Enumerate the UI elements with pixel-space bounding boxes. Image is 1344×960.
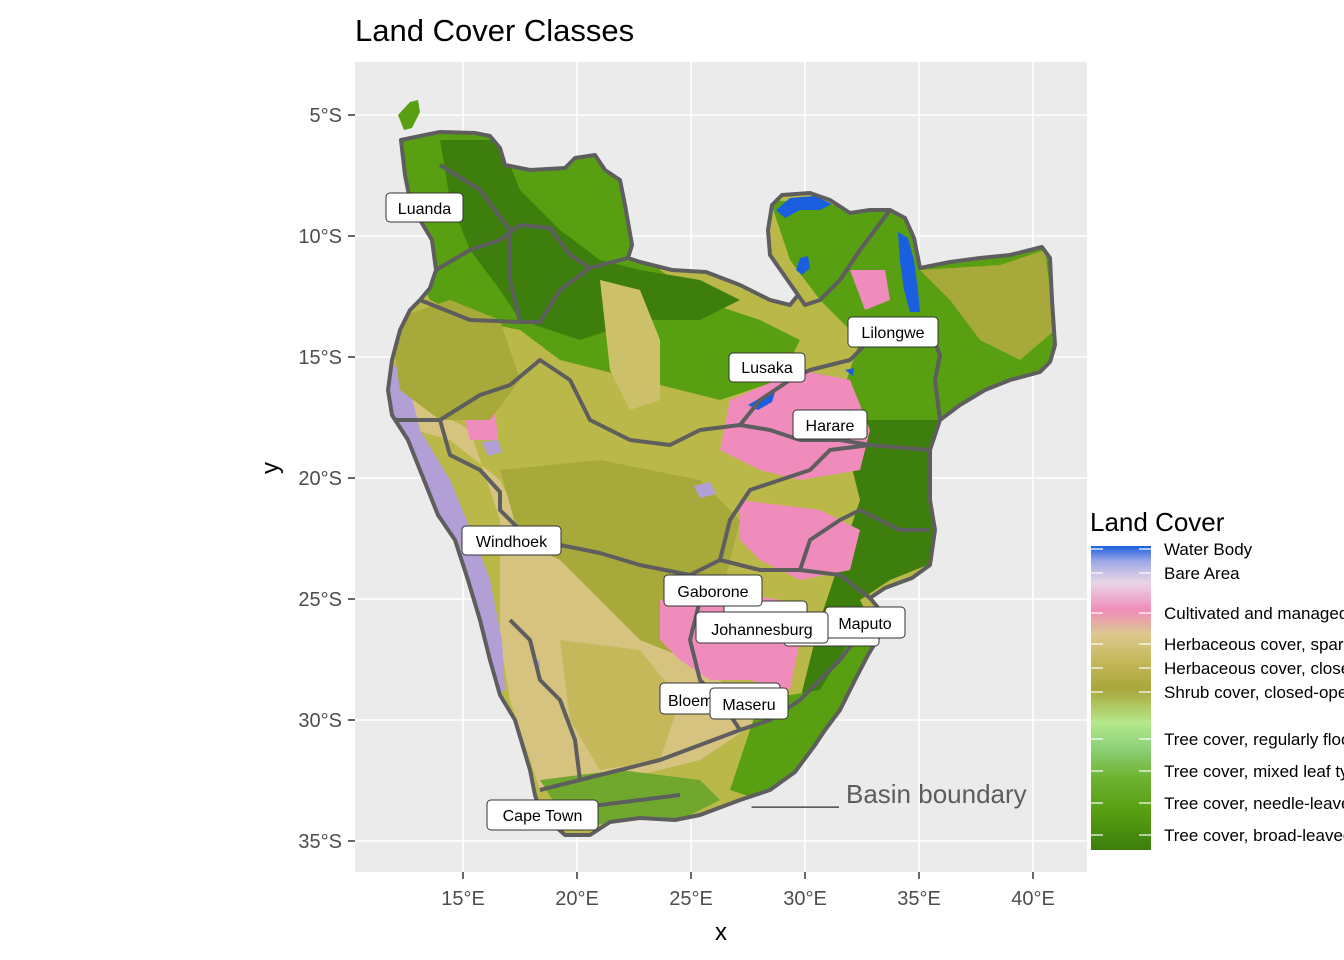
basin-boundary-save <box>798 508 930 571</box>
legend: Land Cover Water Body Bare Area Cultivat… <box>1090 507 1344 850</box>
axis-ticks <box>348 114 1034 879</box>
basin-boundary-orange <box>539 609 872 792</box>
svg-text:Maseru: Maseru <box>722 697 775 714</box>
map-title: Land Cover Classes <box>355 13 634 48</box>
legend-label: Water Body <box>1164 540 1253 559</box>
region-sparse-zambia <box>600 280 660 410</box>
basin-boundary-kunene <box>395 418 872 600</box>
legend-label: Bare Area <box>1164 564 1240 583</box>
lake-malawi <box>898 232 920 312</box>
city-label-cape-town: Cape Town <box>486 799 599 831</box>
svg-text:Windhoek: Windhoek <box>476 534 548 551</box>
city-label-lilongwe: Lilongwe <box>847 316 939 348</box>
city-label-luanda: Luanda <box>385 192 464 223</box>
region-cultivated-malawi <box>850 270 890 310</box>
lake-mweru <box>796 256 810 275</box>
x-tick-label: 30°E <box>783 888 827 910</box>
outer-basin-boundary <box>386 130 1057 837</box>
region-northeast-shrub <box>920 250 1055 360</box>
legend-label: Herbaceous cover, closed-open <box>1164 659 1344 678</box>
svg-text:Lilongwe: Lilongwe <box>861 325 924 342</box>
x-tick-label: 35°E <box>897 888 941 910</box>
city-label-harare: Harare <box>792 409 868 440</box>
legend-title: Land Cover <box>1090 507 1225 537</box>
svg-text:Cape Town: Cape Town <box>503 808 583 825</box>
basin-boundary-orange-inner <box>508 618 582 781</box>
svg-text:Bloemfontein: Bloemfontein <box>668 693 761 710</box>
svg-text:Johannesburg: Johannesburg <box>711 622 812 639</box>
lake-tanganyika <box>776 196 832 218</box>
legend-label: Cultivated and managed <box>1164 604 1344 623</box>
city-label-windhoek: Windhoek <box>461 525 562 556</box>
svg-text:Lusaka: Lusaka <box>741 360 793 377</box>
x-tick-label: 15°E <box>441 888 485 910</box>
x-axis-title: x <box>715 919 727 946</box>
svg-text:Maputo: Maputo <box>838 616 891 633</box>
city-labels: Luanda Lilongwe Lusaka Harare Windhoek M… <box>385 192 939 831</box>
basin-boundary-malawi <box>796 208 892 307</box>
x-tick-labels: 15°E 20°E 25°E 30°E 35°E 40°E <box>441 888 1055 910</box>
basin-boundary-angola-north <box>438 163 592 324</box>
svg-text:Harare: Harare <box>806 418 855 435</box>
y-tick-label: 25°S <box>298 589 342 611</box>
region-angola-shrub <box>390 300 520 420</box>
city-label-maseru: Maseru <box>709 687 789 720</box>
region-east-coast-forest <box>730 620 880 800</box>
legend-label: Tree cover, mixed leaf type <box>1164 762 1344 781</box>
region-cultivated-east <box>740 500 860 580</box>
basin-boundary-annotation: ______ Basin boundary <box>751 779 1027 809</box>
legend-label: Tree cover, needle-leaved <box>1164 794 1344 813</box>
legend-color-ramp <box>1091 546 1151 850</box>
x-tick-label: 40°E <box>1011 888 1055 910</box>
basin-boundary-zambezi-west <box>419 298 521 324</box>
basin-boundary-limpopo <box>718 443 871 561</box>
legend-label: Tree cover, broad-leaved <box>1164 826 1344 845</box>
y-tick-label: 10°S <box>298 226 342 248</box>
x-tick-label: 20°E <box>555 888 599 910</box>
svg-text:Luanda: Luanda <box>398 201 451 218</box>
svg-text:Gaborone: Gaborone <box>677 584 748 601</box>
cabinda-exclave <box>398 100 420 130</box>
y-tick-label: 30°S <box>298 710 342 732</box>
lake-bangweulu <box>845 368 854 376</box>
pan-etosha <box>482 440 502 456</box>
y-tick-labels: 5°S 10°S 15°S 20°S 25°S 30°S 35°S <box>298 105 342 853</box>
legend-label: Shrub cover, closed-open <box>1164 683 1344 702</box>
y-tick-label: 5°S <box>310 105 342 127</box>
y-axis-title: y <box>257 462 284 474</box>
pan-makgadikgadi <box>694 482 716 498</box>
basin-boundary-congo-zambezi <box>434 223 629 272</box>
city-label-johannesburg: Johannesburg <box>695 611 829 644</box>
region-northern-forest-dark <box>440 140 740 340</box>
y-tick-label: 20°S <box>298 468 342 490</box>
y-tick-label: 35°S <box>298 831 342 853</box>
legend-label: Tree cover, regularly flooded <box>1164 730 1344 749</box>
x-tick-label: 25°E <box>669 888 713 910</box>
legend-tick-marks <box>1091 548 1151 836</box>
basin-boundary-okavango <box>438 358 931 452</box>
city-label-lusaka: Lusaka <box>728 352 806 383</box>
legend-label: Herbaceous cover, sparse <box>1164 635 1344 654</box>
region-sparse-south <box>560 640 680 770</box>
y-tick-label: 15°S <box>298 347 342 369</box>
